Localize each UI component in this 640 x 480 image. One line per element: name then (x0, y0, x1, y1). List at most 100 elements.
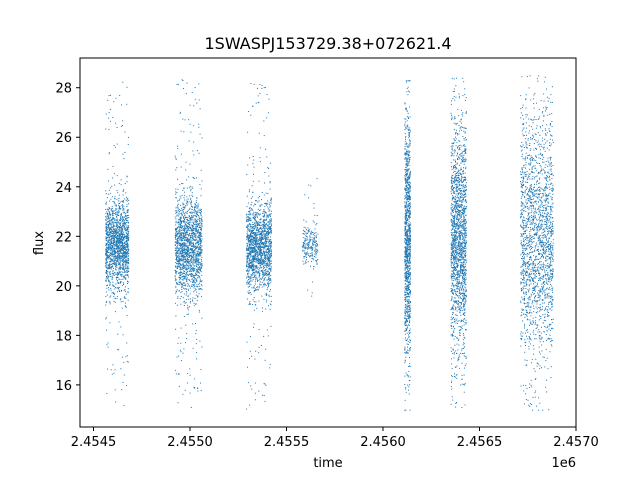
data-point (120, 246, 122, 247)
data-point (269, 243, 271, 245)
data-point (106, 229, 108, 231)
data-point (189, 123, 191, 125)
data-point (182, 297, 184, 299)
data-point (269, 255, 271, 257)
data-point (251, 259, 253, 261)
data-point (263, 235, 265, 237)
data-point (182, 80, 184, 81)
data-point (114, 251, 116, 253)
data-point (113, 241, 115, 243)
data-point (262, 259, 264, 261)
data-point (179, 266, 181, 268)
data-point (307, 244, 309, 246)
data-point (121, 206, 123, 208)
data-point (268, 273, 270, 275)
data-point (113, 213, 115, 215)
data-point (193, 250, 195, 252)
data-point (108, 213, 110, 215)
data-point (250, 239, 252, 241)
data-point (181, 222, 183, 224)
data-point (180, 258, 182, 260)
data-point (253, 268, 255, 270)
data-point (262, 251, 264, 253)
data-point (198, 230, 200, 232)
data-point (127, 217, 129, 219)
data-point (262, 236, 264, 238)
data-point (260, 344, 262, 346)
data-point (189, 237, 191, 239)
data-point (105, 278, 107, 280)
data-point (264, 257, 266, 259)
data-point (249, 230, 251, 232)
data-point (254, 227, 256, 229)
data-point (120, 290, 122, 292)
data-point (188, 243, 190, 245)
data-point (270, 267, 272, 269)
data-point (252, 180, 254, 182)
data-point (258, 287, 260, 289)
data-point (196, 224, 198, 226)
data-point (261, 286, 263, 288)
data-point (116, 244, 117, 246)
data-point (196, 250, 198, 252)
data-point (252, 256, 254, 258)
data-point (258, 280, 260, 282)
data-point (128, 221, 130, 223)
data-point (270, 270, 272, 272)
data-point (107, 244, 109, 246)
data-point (257, 87, 259, 89)
data-point (112, 274, 114, 276)
data-point (122, 255, 124, 257)
data-point (260, 254, 262, 256)
data-point (186, 337, 188, 339)
data-point (185, 260, 187, 262)
data-point (111, 231, 113, 233)
data-point (114, 244, 116, 246)
data-point (118, 228, 120, 230)
data-point (110, 231, 112, 233)
data-point (180, 221, 182, 223)
data-point (185, 274, 187, 276)
data-point (116, 287, 118, 289)
data-point (185, 245, 187, 247)
data-point (119, 217, 121, 219)
data-point (270, 220, 272, 222)
data-point (108, 268, 110, 270)
data-point (113, 229, 115, 231)
data-point (268, 278, 270, 279)
data-point (110, 249, 112, 251)
data-point (264, 246, 266, 248)
data-point (269, 271, 271, 273)
data-point (250, 283, 252, 285)
data-point (260, 241, 262, 243)
data-point (253, 240, 255, 242)
data-point (184, 256, 186, 258)
data-point (118, 269, 120, 271)
data-point (183, 236, 185, 238)
data-point (117, 246, 119, 248)
data-point (175, 230, 177, 232)
data-point (254, 235, 256, 237)
data-point (178, 265, 180, 267)
data-point (176, 289, 178, 291)
data-point (119, 282, 121, 284)
data-point (246, 262, 248, 264)
data-point (115, 245, 117, 247)
data-point (269, 226, 271, 228)
data-point (184, 259, 186, 261)
data-point (189, 187, 191, 189)
data-point (115, 262, 117, 264)
data-point (263, 280, 265, 282)
data-point (184, 276, 186, 278)
data-point (256, 256, 258, 258)
data-point (117, 214, 119, 216)
data-point (181, 214, 183, 216)
data-point (195, 228, 197, 230)
data-point (187, 240, 189, 242)
data-point (269, 303, 271, 305)
data-point (254, 236, 256, 238)
data-point (187, 219, 189, 221)
data-point (183, 348, 185, 350)
data-point (117, 236, 119, 238)
data-point (246, 216, 248, 218)
